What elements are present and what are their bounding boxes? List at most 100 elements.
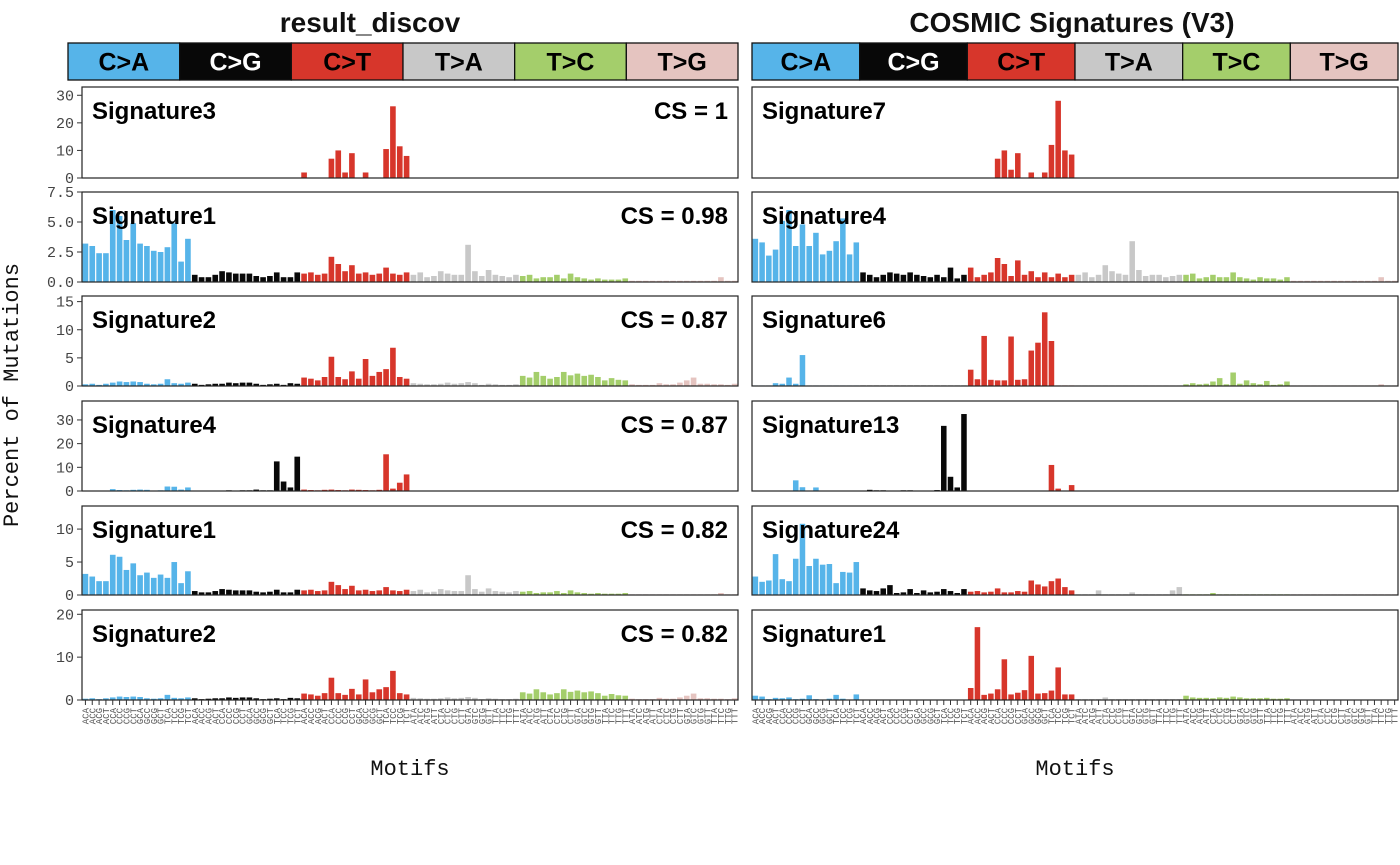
bar (981, 274, 987, 282)
x-tick-label: CTA (655, 707, 665, 724)
x-tick-label: GCT (157, 707, 167, 724)
x-axis-title: Motifs (1035, 757, 1114, 782)
bar (1048, 277, 1055, 282)
bar (437, 589, 444, 595)
bar (321, 377, 328, 386)
bar (1048, 464, 1055, 491)
bar (690, 693, 697, 700)
bar (246, 273, 253, 282)
bar (554, 377, 560, 386)
bar (376, 273, 383, 282)
bar (178, 383, 184, 386)
bar (308, 589, 314, 595)
x-tick-label: TTT (621, 707, 631, 724)
bar (164, 694, 171, 700)
bar (900, 592, 907, 595)
bar (349, 688, 355, 700)
bar (185, 487, 191, 491)
x-tick-label: TCC (947, 707, 957, 724)
bar (212, 698, 219, 700)
strip-label: T>A (1105, 49, 1153, 77)
x-tick-label: CTG (450, 708, 460, 724)
bar (880, 274, 886, 282)
x-tick-label: ACT (102, 707, 112, 724)
strip-segment (179, 42, 292, 81)
bar (1021, 274, 1028, 282)
bar (1203, 383, 1209, 386)
bar (1378, 384, 1384, 386)
bar (506, 592, 512, 595)
bar (219, 589, 225, 595)
bar (690, 280, 697, 282)
y-tick-label: 30 (56, 88, 74, 105)
x-tick-label: ACG (314, 708, 324, 724)
x-tick-label: ATC (416, 707, 426, 724)
bar (766, 255, 772, 282)
bar (663, 698, 670, 700)
x-tick-label: GCG (819, 708, 829, 724)
bar (547, 592, 553, 595)
x-tick-label: ATC (635, 707, 645, 724)
bar (499, 276, 506, 282)
bar (226, 272, 232, 282)
bar (294, 383, 301, 386)
bar (191, 274, 198, 282)
bar (472, 271, 478, 282)
bar (1196, 278, 1203, 282)
strip-segment (625, 42, 739, 81)
bar (226, 382, 232, 386)
bar (519, 591, 526, 595)
bar (396, 274, 403, 282)
bar (191, 591, 198, 595)
bar (396, 482, 403, 491)
bar (731, 280, 738, 282)
bar (253, 698, 260, 700)
signature-panel: Signature1 (751, 609, 1399, 701)
bar (608, 694, 615, 700)
x-tick-label: CTA (437, 707, 447, 724)
signature-name: Signature4 (762, 203, 887, 230)
strip-label: C>G (887, 49, 939, 77)
x-tick-label: GTA (1236, 707, 1246, 724)
x-tick-label: ATG (532, 708, 542, 724)
bar (683, 280, 690, 282)
bar (239, 590, 246, 595)
bar (540, 277, 547, 282)
x-tick-label: TCA (832, 707, 842, 724)
panel-frame (751, 86, 1399, 179)
bar (335, 693, 342, 700)
x-tick-label: TCA (1047, 707, 1057, 724)
bar (355, 694, 362, 700)
signature-name: Signature2 (92, 621, 216, 648)
bar (349, 489, 355, 491)
x-tick-label: GCA (245, 707, 255, 724)
bar (581, 593, 588, 595)
bar (954, 593, 961, 595)
bar (1304, 280, 1310, 282)
bar (670, 280, 676, 282)
bar (588, 279, 594, 282)
panel-frame (751, 191, 1399, 283)
x-tick-label: GCT (266, 707, 276, 724)
x-tick-label: TTG (505, 708, 515, 724)
bar (109, 210, 116, 282)
x-tick-label: GTA (464, 707, 474, 724)
x-axis: ACAACCACGACTCCACCCCCGCCTGCAGCCGCGGCTTCAT… (81, 700, 741, 782)
bar (608, 279, 615, 282)
bar (1250, 698, 1257, 700)
x-tick-label: GTA (1128, 707, 1138, 724)
bar (301, 273, 307, 282)
y-tick-label: 7.5 (47, 185, 74, 202)
x-tick-label: GCA (913, 707, 923, 724)
bar (273, 461, 280, 491)
panel-frame (81, 191, 739, 283)
bar (588, 374, 594, 386)
bar (1102, 265, 1109, 282)
cosine-similarity: CS = 1 (654, 98, 728, 125)
bar (1324, 280, 1331, 282)
signature-name: Signature2 (92, 307, 216, 334)
bar (191, 698, 198, 700)
x-tick-label: GCT (1041, 707, 1051, 724)
signature-name: Signature1 (92, 517, 216, 544)
bar (191, 383, 198, 386)
